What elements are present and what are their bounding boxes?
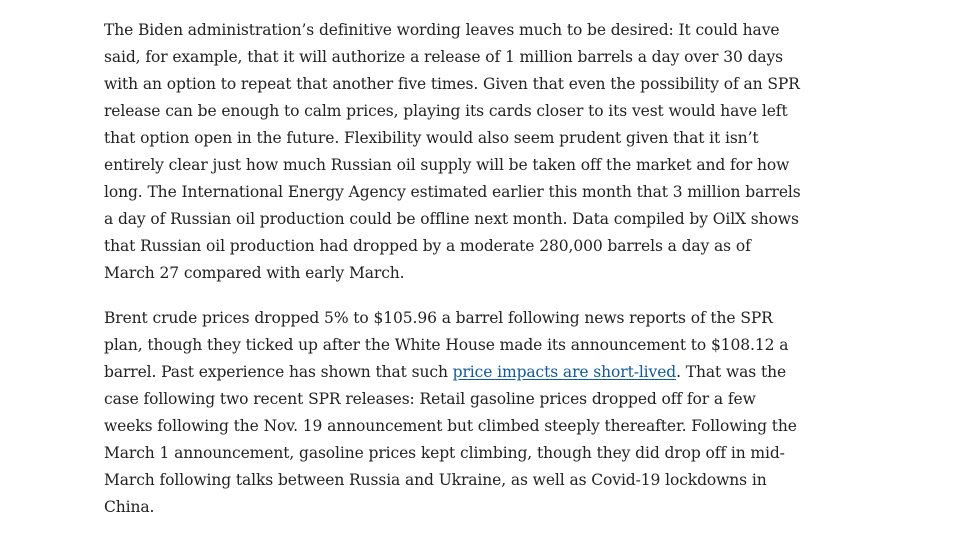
article-paragraph: Brent crude prices dropped 5% to $105.96… bbox=[104, 305, 804, 521]
article-body: The Biden administration’s definitive wo… bbox=[104, 17, 804, 539]
paragraph-text: . That was the case following two recent… bbox=[104, 363, 797, 516]
price-impacts-link[interactable]: price impacts are short-lived bbox=[452, 363, 677, 381]
article-paragraph: The Biden administration’s definitive wo… bbox=[104, 21, 801, 282]
paragraph-text: Brent crude prices dropped 5% to $105.96… bbox=[104, 309, 789, 381]
